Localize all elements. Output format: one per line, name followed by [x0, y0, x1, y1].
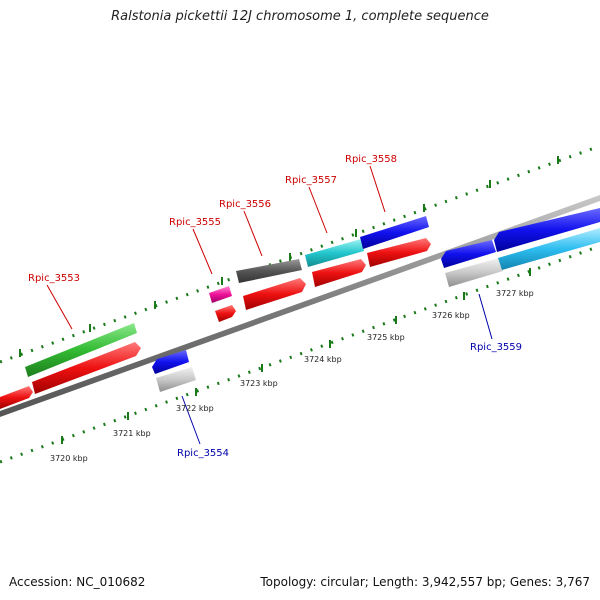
forward-gene-labels: Rpic_3553 Rpic_3555 Rpic_3556 Rpic_3557 … [28, 154, 397, 284]
kbp-label: 3725 kbp [367, 333, 405, 342]
gene-gray-left[interactable] [156, 367, 196, 392]
topology-summary-text: Topology: circular; Length: 3,942,557 bp… [260, 575, 590, 589]
gene-rpic-3558[interactable] [360, 216, 429, 249]
kbp-label: 3723 kbp [240, 379, 278, 388]
chromosome-backbone [0, 195, 600, 417]
label-rpic-3558: Rpic_3558 [345, 154, 397, 165]
gene-red-under-cyan[interactable] [312, 259, 366, 287]
reverse-genes [152, 208, 600, 392]
kbp-label: 3727 kbp [496, 289, 534, 298]
label-rpic-3559: Rpic_3559 [470, 342, 522, 353]
gene-rpic-3554[interactable] [152, 350, 189, 374]
gene-rpic-3557[interactable] [305, 239, 364, 267]
kbp-label: 3721 kbp [113, 429, 151, 438]
kbp-scale-labels: 3720 kbp 3721 kbp 3722 kbp 3723 kbp 3724… [50, 289, 534, 463]
upper-major-ticks [19, 156, 559, 357]
forward-label-leaders [46, 165, 386, 330]
map-title: Ralstonia pickettii 12J chromosome 1, co… [111, 9, 489, 24]
label-rpic-3557: Rpic_3557 [285, 175, 337, 186]
gene-rpic-3553[interactable] [25, 323, 137, 377]
accession-text: Accession: NC_010682 [9, 575, 146, 589]
reverse-label-leaders [181, 293, 493, 445]
gene-red-under-blue[interactable] [367, 238, 431, 267]
gene-red-left[interactable] [32, 342, 141, 394]
lower-major-ticks [61, 268, 531, 444]
gene-rpic-3556[interactable] [236, 259, 302, 283]
kbp-label: 3726 kbp [432, 311, 470, 320]
label-rpic-3556: Rpic_3556 [219, 199, 271, 210]
gene-red-far-left[interactable] [0, 386, 33, 409]
reverse-gene-labels: Rpic_3554 Rpic_3559 [177, 342, 522, 459]
label-rpic-3554: Rpic_3554 [177, 448, 229, 459]
gene-rpic-3555[interactable] [209, 286, 232, 303]
gene-blue-right[interactable] [494, 208, 600, 252]
gene-skyblue-right[interactable] [498, 228, 600, 270]
kbp-label: 3720 kbp [50, 454, 88, 463]
gene-red-mid[interactable] [243, 278, 306, 310]
forward-genes [0, 216, 431, 409]
gene-red-small[interactable] [215, 305, 236, 322]
label-rpic-3555: Rpic_3555 [169, 217, 221, 228]
gene-gray-right[interactable] [445, 258, 503, 287]
kbp-label: 3722 kbp [176, 404, 214, 413]
kbp-label: 3724 kbp [304, 355, 342, 364]
gene-rpic-3559[interactable] [441, 240, 496, 268]
label-rpic-3553: Rpic_3553 [28, 273, 80, 284]
